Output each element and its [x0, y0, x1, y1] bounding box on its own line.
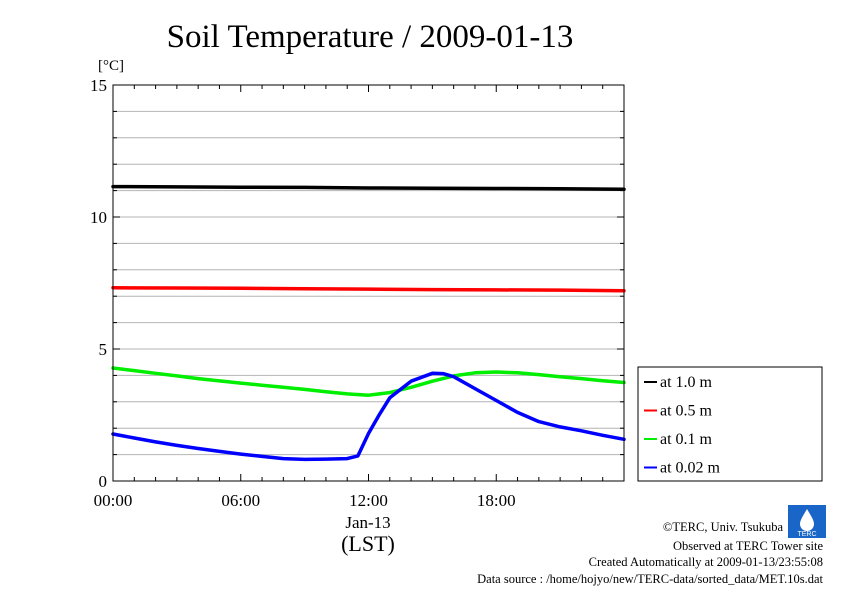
y-axis-ticks: 0 5 10 15 — [90, 76, 624, 491]
y-tick-label: 5 — [99, 340, 108, 359]
x-axis-ticks: 00:00 06:00 12:00 18:00 — [94, 85, 625, 510]
created-text: Created Automatically at 2009-01-13/23:5… — [589, 555, 823, 569]
legend-label: at 1.0 m — [660, 374, 713, 391]
plot-frame — [112, 84, 625, 482]
series-lines — [111, 184, 626, 462]
x-tick-label: 12:00 — [349, 491, 388, 510]
series-line-2 — [111, 366, 626, 397]
logo-text: TERC — [797, 531, 816, 538]
terc-logo: TERC — [788, 505, 826, 538]
x-tick-label: 18:00 — [477, 491, 516, 510]
copyright-text: ©TERC, Univ. Tsukuba — [663, 520, 784, 534]
x-axis-label: (LST) — [341, 531, 395, 556]
water-drop-icon — [800, 509, 814, 531]
grid-lines — [113, 110, 624, 456]
legend-label: at 0.5 m — [660, 403, 713, 420]
y-tick-label: 0 — [99, 472, 108, 491]
series-line-0 — [111, 184, 626, 192]
x-tick-label: 00:00 — [94, 491, 133, 510]
y-tick-label: 10 — [90, 208, 107, 227]
y-axis-unit: [°C] — [98, 58, 124, 74]
legend-label: at 0.02 m — [660, 460, 721, 477]
series-line-1 — [111, 286, 626, 293]
x-tick-label: 06:00 — [221, 491, 260, 510]
x-axis-date-label: Jan-13 — [345, 513, 390, 532]
legend: at 1.0 m at 0.5 m at 0.1 m at 0.02 m — [637, 366, 823, 482]
legend-box — [637, 366, 823, 482]
legend-label: at 0.1 m — [660, 431, 713, 448]
observed-text: Observed at TERC Tower site — [673, 539, 823, 553]
series-line-3 — [111, 371, 626, 462]
data-source-text: Data source : /home/hojyo/new/TERC-data/… — [477, 572, 823, 586]
chart-title: Soil Temperature / 2009-01-13 — [167, 19, 574, 55]
y-tick-label: 15 — [90, 76, 107, 95]
